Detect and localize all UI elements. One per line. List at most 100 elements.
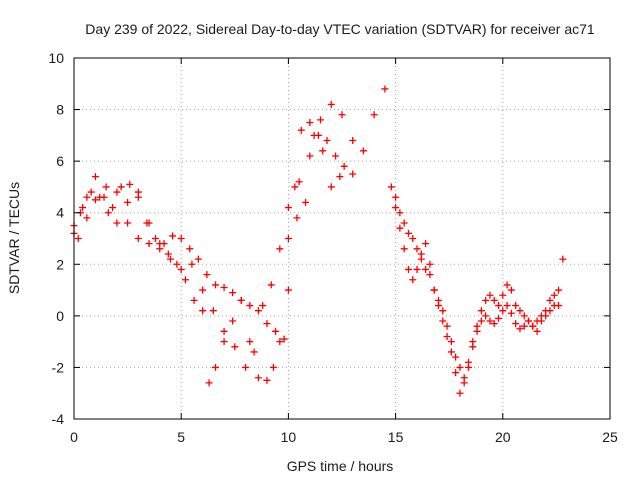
data-point-1-7	[134, 188, 142, 196]
data-point-4-32	[529, 322, 537, 330]
tick-labels: 0 5 10 15 20 25 -4 -2 0 2 4 6 8 10	[48, 50, 618, 445]
data-point-4-21	[482, 296, 490, 304]
data-point-3-25	[495, 314, 503, 322]
data-point-4-36	[546, 296, 554, 304]
x-tick-label-4: 20	[495, 429, 511, 445]
data-point-0-32	[332, 152, 340, 160]
data-point-1-5	[113, 219, 121, 227]
data-point-2-20	[276, 245, 284, 253]
data-point-0-26	[284, 235, 292, 242]
y-tick-label-1: -2	[52, 359, 65, 375]
data-point-2-21	[284, 204, 292, 212]
data-points	[70, 85, 567, 397]
data-point-1-27	[302, 198, 310, 206]
data-point-1-30	[327, 183, 335, 191]
data-point-4-34	[537, 312, 545, 320]
data-point-0-13	[177, 235, 185, 242]
grid	[74, 58, 610, 419]
data-point-1-25	[284, 286, 292, 294]
data-point-0-19	[229, 289, 237, 297]
data-point-4-37	[550, 291, 558, 299]
data-point-0-18	[220, 283, 228, 291]
data-point-0-34	[349, 170, 357, 178]
data-point-1-10	[164, 250, 172, 258]
data-point-2-22	[295, 178, 303, 186]
data-point-0-14	[186, 245, 194, 253]
data-point-3-27	[503, 302, 511, 310]
data-point-2-17	[250, 348, 258, 356]
data-point-3-22	[482, 312, 490, 320]
data-point-1-3	[96, 193, 104, 201]
data-point-2-1	[83, 214, 91, 222]
y-tick-label-0: -4	[52, 411, 65, 427]
data-point-2-2	[91, 196, 99, 204]
data-point-0-33	[340, 162, 348, 170]
data-point-4-35	[542, 307, 550, 315]
x-tick-label-3: 15	[388, 429, 404, 445]
x-tick-label-5: 25	[602, 429, 618, 445]
data-point-1-29	[319, 147, 327, 155]
y-tick-label-5: 6	[56, 153, 64, 169]
data-point-3-24	[490, 320, 498, 328]
data-point-2-26	[338, 111, 346, 119]
data-point-4-11	[439, 317, 447, 325]
data-point-3-1	[392, 193, 400, 201]
data-point-1-13	[190, 296, 198, 304]
data-point-2-6	[134, 235, 142, 242]
data-point-2-11	[188, 260, 196, 268]
data-point-1-19	[237, 296, 245, 304]
data-point-4-18	[469, 338, 477, 346]
data-point-4-9	[430, 286, 438, 294]
data-point-1-21	[254, 374, 262, 382]
series-curve-c	[74, 85, 389, 371]
data-point-1-12	[181, 276, 189, 284]
data-point-4-24	[495, 302, 503, 310]
data-point-2-5	[124, 219, 132, 227]
plot-frame	[73, 57, 611, 420]
data-point-2-24	[317, 116, 325, 124]
data-point-1-23	[269, 363, 277, 371]
data-point-2-8	[156, 245, 164, 253]
data-point-1-17	[220, 338, 228, 346]
data-point-3-6	[413, 245, 421, 253]
data-point-3-40	[559, 255, 567, 263]
data-point-2-27	[349, 137, 357, 145]
series-curve-b	[70, 131, 344, 387]
data-point-1-20	[246, 338, 254, 346]
data-point-2-25	[327, 100, 335, 108]
data-point-1-14	[199, 307, 207, 315]
data-point-1-24	[276, 338, 284, 346]
data-point-1-4	[104, 209, 112, 217]
data-point-0-21	[246, 302, 254, 310]
data-point-1-16	[212, 363, 220, 371]
data-point-3-29	[512, 320, 520, 328]
data-point-0-22	[254, 307, 262, 315]
data-point-1-11	[173, 260, 181, 268]
data-point-2-7	[145, 240, 153, 248]
data-point-2-15	[231, 343, 239, 351]
data-point-4-5	[413, 265, 421, 273]
data-point-4-4	[409, 276, 417, 284]
data-point-1-18	[229, 317, 237, 325]
data-point-1-28	[310, 131, 318, 139]
data-point-3-26	[499, 307, 507, 315]
y-tick-label-7: 10	[48, 50, 64, 66]
data-point-2-29	[370, 111, 378, 119]
data-point-2-16	[242, 363, 250, 371]
data-point-4-23	[490, 296, 498, 304]
data-point-2-23	[306, 152, 314, 160]
data-point-4-22	[486, 291, 494, 299]
data-point-0-24	[272, 327, 280, 335]
data-point-4-16	[460, 379, 468, 387]
data-point-4-8	[426, 260, 434, 268]
data-point-3-15	[452, 353, 460, 361]
series-curve-d	[387, 183, 567, 382]
data-point-3-31	[520, 322, 528, 330]
series-curve-e	[392, 204, 563, 397]
data-point-2-30	[381, 85, 389, 93]
data-point-4-25	[499, 291, 507, 299]
data-point-4-28	[512, 302, 520, 310]
data-point-3-2	[396, 209, 404, 217]
data-point-4-27	[507, 286, 515, 294]
